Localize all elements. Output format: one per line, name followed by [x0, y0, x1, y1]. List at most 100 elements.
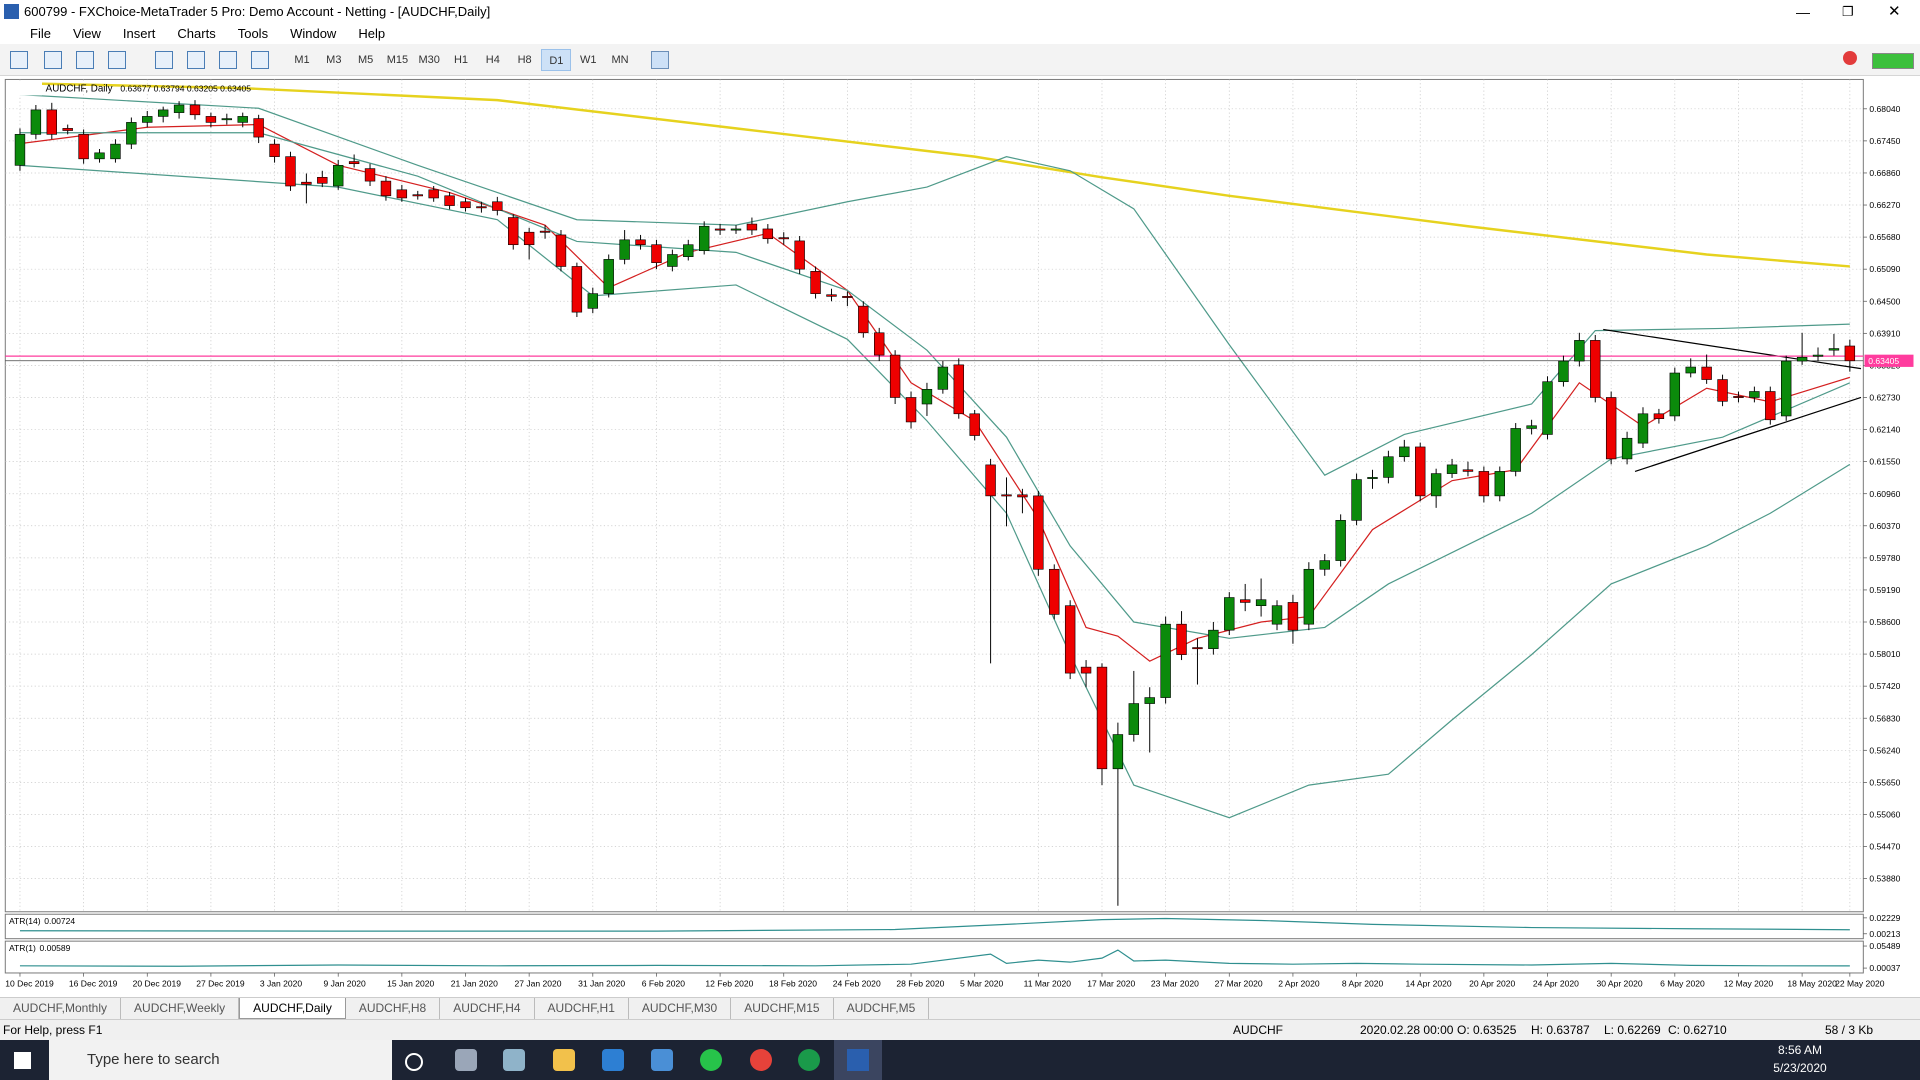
timeframe-button[interactable]: M30	[418, 54, 440, 66]
indicator-name: ATR(14)	[9, 916, 41, 926]
menu-item[interactable]: Tools	[237, 26, 269, 41]
menu-item[interactable]: Insert	[122, 26, 156, 41]
notification-icon[interactable]	[1843, 51, 1857, 65]
chart-tab[interactable]: AUDCHF,H1	[535, 998, 629, 1019]
candle-body	[1685, 366, 1696, 374]
timeframe-button[interactable]: H8	[517, 54, 532, 66]
start-button[interactable]	[14, 1052, 31, 1069]
cursor-tool[interactable]	[651, 51, 669, 69]
candle-body	[1558, 360, 1569, 383]
x-tick-label: 6 May 2020	[1660, 978, 1705, 988]
x-tick-label: 15 Jan 2020	[387, 978, 434, 988]
taskbar-app[interactable]	[503, 1049, 525, 1071]
x-tick-label: 10 Dec 2019	[5, 978, 54, 988]
tool-icon[interactable]	[76, 51, 94, 69]
taskbar-app-active[interactable]	[834, 1040, 882, 1080]
candle-body	[937, 366, 949, 390]
candle-body	[953, 364, 964, 415]
search-box[interactable]: Type here to search	[49, 1040, 392, 1080]
candle-body	[1749, 391, 1760, 398]
candle-body	[1192, 647, 1203, 650]
x-tick-label: 9 Jan 2020	[324, 978, 367, 988]
taskbar-app[interactable]	[700, 1049, 722, 1071]
chart-tab[interactable]: AUDCHF,H8	[346, 998, 441, 1019]
timeframe-button[interactable]: M15	[386, 54, 409, 66]
timeframe-button[interactable]: M5	[357, 54, 374, 66]
search-icon[interactable]	[1805, 51, 1823, 69]
timeframe-button[interactable]: D1	[541, 49, 572, 71]
tool-icon[interactable]	[10, 51, 28, 69]
candle-body	[1605, 397, 1617, 460]
candle-body	[380, 180, 392, 197]
candle-body	[1383, 456, 1394, 478]
menu-item[interactable]: Charts	[177, 26, 216, 41]
indicator-line	[19, 949, 1850, 967]
x-tick-label: 20 Apr 2020	[1469, 978, 1515, 988]
tool-icon[interactable]	[108, 51, 126, 69]
indicator-line	[19, 917, 1850, 932]
candle-body	[571, 266, 583, 313]
candle-body	[603, 259, 614, 294]
taskbar-app[interactable]	[798, 1049, 820, 1071]
x-tick-label: 27 Dec 2019	[196, 978, 245, 988]
timeframe-button[interactable]: H1	[453, 54, 469, 66]
candle-body	[1717, 379, 1728, 402]
x-tick-label: 3 Jan 2020	[260, 978, 303, 988]
chart-tab[interactable]: AUDCHF,M15	[731, 998, 834, 1019]
taskbar-app[interactable]	[553, 1049, 575, 1071]
timeframe-button[interactable]: H4	[485, 54, 500, 66]
status-help: For Help, press F1	[3, 1023, 103, 1037]
candle-body	[778, 237, 789, 240]
indicator-line	[19, 132, 1851, 639]
menu-item[interactable]: File	[30, 26, 51, 41]
candle-body	[826, 294, 837, 297]
chart-tab[interactable]: AUDCHF,Daily	[239, 998, 346, 1019]
y-tick-label: 0.54470	[1869, 842, 1900, 852]
tool-icon[interactable]	[251, 51, 269, 69]
ohlc-open: 0.63677	[120, 84, 151, 94]
atr1-frame	[4, 940, 1864, 974]
candle-body	[1001, 494, 1012, 497]
tool-icon[interactable]	[219, 51, 237, 69]
close[interactable]: ✕	[1888, 3, 1901, 20]
clock-time: 8:56 AM	[1777, 1043, 1823, 1057]
candle-body	[730, 228, 742, 231]
chart-tab[interactable]: AUDCHF,M5	[834, 998, 930, 1019]
zoom-in[interactable]	[155, 51, 173, 69]
candle-body	[587, 293, 599, 309]
chart-tab[interactable]: AUDCHF,Monthly	[0, 998, 122, 1019]
taskbar-app[interactable]	[455, 1049, 477, 1071]
taskbar-app[interactable]	[602, 1049, 624, 1071]
menu-item[interactable]: View	[72, 26, 101, 41]
tool-icon[interactable]	[44, 51, 62, 69]
candle-body	[142, 116, 153, 123]
candle-body	[205, 116, 217, 123]
candle-body	[985, 464, 996, 497]
minimize[interactable]: —	[1796, 4, 1810, 20]
taskbar-app[interactable]	[651, 1049, 673, 1071]
task-view[interactable]	[405, 1053, 423, 1071]
restore[interactable]: ❐	[1842, 4, 1854, 19]
y-tick-label: 0.59780	[1869, 553, 1900, 563]
candle-body	[126, 122, 137, 145]
x-tick-label: 11 Mar 2020	[1024, 978, 1072, 988]
menu-item[interactable]: Help	[358, 26, 386, 41]
y-tick-label: 0.66270	[1869, 200, 1900, 210]
timeframe-button[interactable]: MN	[611, 54, 629, 66]
timeframe-button[interactable]: W1	[579, 54, 597, 66]
zoom-out[interactable]	[187, 51, 205, 69]
taskbar-app[interactable]	[750, 1049, 772, 1071]
candle-body	[1208, 629, 1219, 649]
menu-item[interactable]: Window	[290, 26, 337, 41]
chart-tab[interactable]: AUDCHF,Weekly	[121, 998, 240, 1019]
chart-tab[interactable]: AUDCHF,H4	[440, 998, 535, 1019]
crosshair-tool[interactable]	[684, 51, 702, 69]
candle-body	[858, 305, 869, 334]
chart-tab[interactable]: AUDCHF,M30	[629, 998, 732, 1019]
timeframe-button[interactable]: M3	[326, 54, 342, 66]
taskbar: Type here to search 8:56 AM 5/23/2020	[0, 1040, 1920, 1080]
candle-body	[348, 161, 360, 165]
candle-body	[1542, 381, 1553, 435]
timeframe-button[interactable]: M1	[294, 54, 310, 66]
candle-body	[1669, 372, 1681, 417]
